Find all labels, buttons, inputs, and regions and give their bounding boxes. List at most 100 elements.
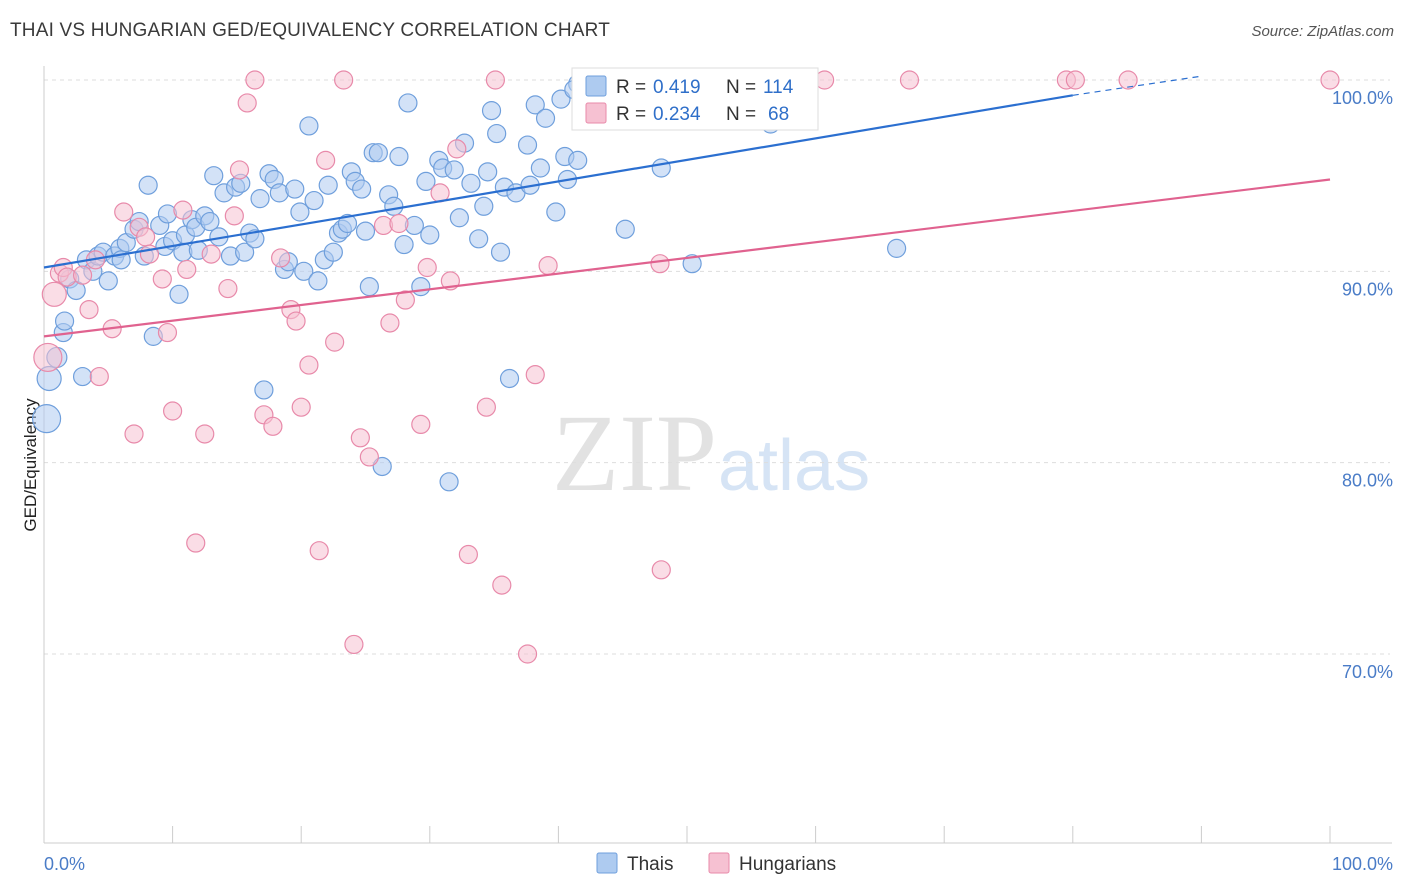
hungarian-trend-line <box>43 178 1331 338</box>
hungarian-point <box>89 366 109 387</box>
legend-thai-n-label: N = <box>726 77 756 98</box>
legend-hungarian-n-label: N = <box>726 104 756 125</box>
thai-point <box>487 123 507 144</box>
hungarian-point <box>33 342 63 373</box>
thai-point <box>254 380 274 400</box>
watermark-atlas: atlas <box>718 426 870 506</box>
hungarian-point <box>245 70 265 90</box>
bottom-legend-swatch-hungarian <box>708 852 730 874</box>
top-legend: R = 0.419 N = 114 R = 0.234 N = 68 <box>571 67 819 131</box>
hungarian-point <box>389 213 409 234</box>
thai-point <box>449 208 469 228</box>
hungarian-point <box>309 541 329 561</box>
hungarian-point <box>325 332 345 352</box>
thai-point <box>323 242 343 262</box>
y-tick-label: 80.0% <box>1342 471 1393 491</box>
hungarian-point <box>485 70 505 90</box>
bottom-legend-thai-label: Thais <box>627 854 673 875</box>
hungarian-point <box>411 414 431 434</box>
y-tick-labels: 70.0% 80.0% 90.0% 100.0% <box>1332 88 1393 682</box>
thai-point <box>651 158 671 178</box>
thai-point <box>389 146 409 167</box>
hungarian-point <box>359 447 379 467</box>
hungarian-point <box>417 257 437 278</box>
legend-hungarian-r-value: 0.234 <box>653 104 701 125</box>
thai-point <box>469 229 489 249</box>
hungarian-point <box>114 202 134 222</box>
thai-point <box>887 238 907 258</box>
trend-lines <box>43 75 1331 338</box>
hungarian-point <box>124 424 144 444</box>
legend-thai-n-value: 114 <box>763 77 794 98</box>
thai-point <box>474 196 494 216</box>
thai-point <box>384 196 404 216</box>
thai-point <box>304 190 324 211</box>
legend-hungarian-n-value: 68 <box>768 104 789 125</box>
hungarian-point <box>79 300 99 320</box>
hungarian-point <box>157 322 178 343</box>
thai-point <box>245 229 265 249</box>
y-tick-label: 70.0% <box>1342 662 1393 682</box>
thai-point <box>490 242 511 262</box>
thai-point <box>72 366 93 387</box>
hungarian-point <box>1320 70 1340 90</box>
hungarian-point <box>163 401 183 421</box>
legend-swatch-hungarian <box>585 102 607 124</box>
hungarian-point <box>237 93 257 113</box>
legend-thai-r-label: R = <box>616 77 646 98</box>
thai-point <box>31 404 62 434</box>
thai-point <box>294 261 314 281</box>
thai-point <box>250 189 270 209</box>
thai-point <box>368 143 388 163</box>
hungarian-point <box>476 397 496 417</box>
hungarian-point <box>538 255 558 276</box>
thai-point <box>290 202 310 222</box>
thai-point <box>517 135 538 155</box>
hungarian-point <box>263 416 283 436</box>
hungarian-point <box>517 644 538 664</box>
hungarian-point <box>899 70 920 90</box>
thai-point <box>54 311 75 331</box>
hungarian-point <box>173 200 193 220</box>
thai-point <box>235 242 255 262</box>
thai-point <box>416 171 436 192</box>
thai-point <box>359 277 379 297</box>
hungarian-point <box>344 634 364 655</box>
thai-point <box>138 175 158 195</box>
hungarian-points <box>33 70 1340 664</box>
hungarian-point <box>152 269 172 289</box>
thai-point <box>372 456 392 477</box>
hungarian-point <box>492 575 512 595</box>
hungarian-point <box>650 254 670 274</box>
thai-point <box>204 166 224 186</box>
thai-point <box>461 173 481 193</box>
thai-point <box>308 271 328 291</box>
hungarian-point <box>525 365 545 385</box>
hungarian-point <box>186 533 206 553</box>
thai-point <box>444 160 464 180</box>
hungarian-point <box>458 544 478 565</box>
hungarian-point <box>195 424 215 444</box>
thai-point <box>318 175 338 195</box>
thai-point <box>525 95 545 115</box>
thai-point <box>439 472 459 492</box>
thai-point <box>394 234 414 255</box>
thai-point <box>169 284 189 304</box>
thai-point <box>398 93 418 113</box>
hungarian-point <box>271 248 291 268</box>
watermark-zip: ZIP <box>552 392 717 514</box>
y-tick-label: 90.0% <box>1342 279 1393 299</box>
thai-point <box>551 89 571 109</box>
thai-point <box>98 271 118 291</box>
hungarian-point <box>651 560 671 580</box>
hungarian-point <box>1118 70 1138 90</box>
thai-point <box>200 211 220 232</box>
thai-point <box>420 225 440 245</box>
hungarian-point <box>218 278 238 299</box>
legend-hungarian-r-label: R = <box>616 104 646 125</box>
thai-point <box>682 254 702 274</box>
x-tick-labels: 0.0% 100.0% <box>44 854 1393 874</box>
chart-source: Source: ZipAtlas.com <box>1251 23 1394 40</box>
legend-box <box>571 67 819 131</box>
